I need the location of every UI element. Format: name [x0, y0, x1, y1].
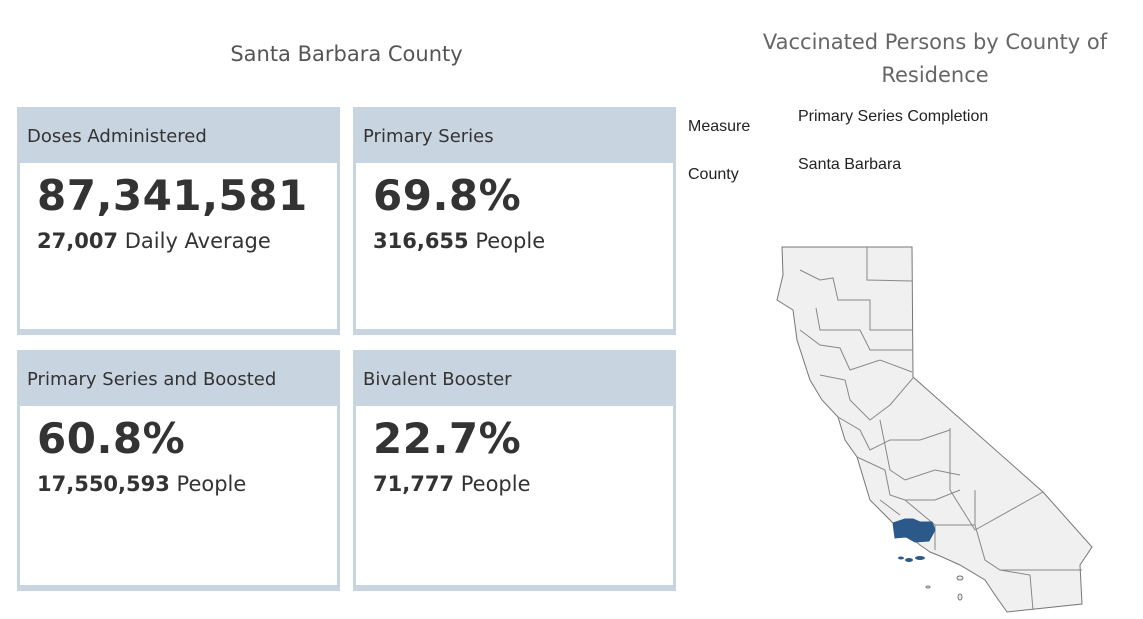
card-sub-value: 17,550,593 — [37, 472, 170, 496]
county-value: Santa Barbara — [798, 156, 902, 173]
card-sub-value: 316,655 — [373, 229, 469, 253]
card-sub-value: 27,007 — [37, 229, 119, 253]
california-outline — [776, 246, 1093, 613]
santa-barbara-county — [892, 518, 936, 543]
island-shape — [925, 585, 931, 589]
card-sub-label: Daily Average — [124, 229, 271, 253]
card-sub-label: People — [176, 472, 247, 496]
island-shape — [898, 556, 904, 560]
card-title: Doses Administered — [27, 126, 207, 147]
county-borders — [799, 247, 1082, 611]
page-title: Santa Barbara County — [230, 42, 463, 66]
card-primary-series: Primary Series 69.8% 316,655 People — [353, 107, 676, 335]
card-sub-value: 71,777 — [373, 472, 455, 496]
card-title: Primary Series — [363, 126, 494, 147]
county-label: County — [688, 166, 739, 183]
card-bivalent-booster: Bivalent Booster 22.7% 71,777 People — [353, 350, 676, 591]
island-shape — [957, 593, 963, 601]
island-shape — [956, 575, 964, 581]
measure-label: Measure — [688, 118, 751, 135]
card-value: 60.8% — [37, 414, 186, 463]
card-title: Bivalent Booster — [363, 369, 512, 390]
map-title: Vaccinated Persons by County of Residenc… — [762, 30, 1108, 87]
island-shape — [915, 556, 925, 560]
island-shape — [905, 558, 913, 562]
card-value: 69.8% — [373, 171, 522, 220]
card-value: 22.7% — [373, 414, 522, 463]
card-sub-label: People — [460, 472, 531, 496]
card-doses-administered: Doses Administered 87,341,581 27,007 Dai… — [17, 107, 340, 335]
card-value: 87,341,581 — [37, 171, 308, 220]
card-sub-label: People — [475, 229, 546, 253]
measure-value: Primary Series Completion — [798, 108, 989, 125]
card-title: Primary Series and Boosted — [27, 369, 277, 390]
card-primary-boosted: Primary Series and Boosted 60.8% 17,550,… — [17, 350, 340, 591]
